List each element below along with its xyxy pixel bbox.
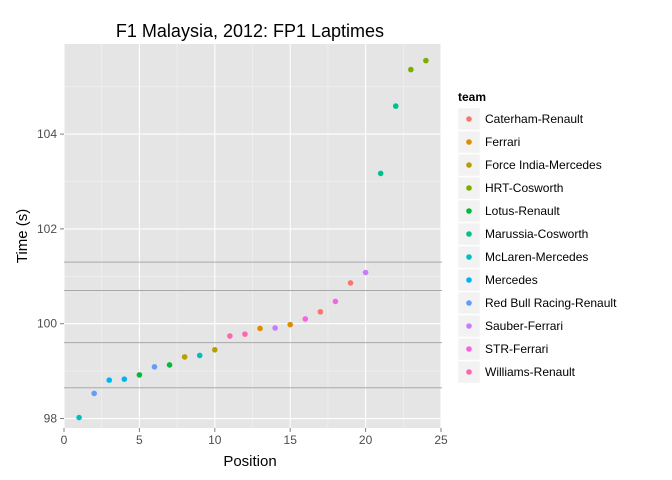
data-point — [392, 103, 399, 109]
legend-label: Sauber-Ferrari — [485, 319, 563, 333]
data-point — [423, 57, 429, 64]
legend-key-point — [466, 162, 472, 168]
data-points — [76, 57, 429, 421]
data-point — [302, 316, 309, 322]
data-point — [106, 377, 113, 383]
legend: team Caterham-Renault Ferrari Force India-… — [457, 90, 617, 384]
y-tick-label: 102 — [37, 222, 57, 236]
x-tick-label: 15 — [284, 433, 298, 447]
data-point — [408, 66, 414, 73]
x-tick-label: 5 — [136, 433, 143, 447]
data-point — [181, 354, 188, 360]
data-point — [332, 298, 339, 305]
data-point — [227, 333, 233, 339]
legend-label: STR-Ferrari — [485, 342, 548, 356]
legend-key-point — [466, 185, 472, 191]
data-point — [121, 376, 128, 382]
legend-label: Lotus-Renault — [485, 204, 560, 218]
legend-key-point — [466, 369, 472, 375]
x-tick-label: 0 — [61, 433, 68, 447]
legend-label: Marussia-Cosworth — [485, 227, 588, 241]
y-axis-ticks: 98 100 102 104 — [37, 127, 64, 426]
minor-gridlines — [64, 44, 441, 428]
x-tick-label: 25 — [434, 433, 448, 447]
data-point — [347, 280, 354, 286]
legend-key-point — [466, 116, 472, 122]
legend-label: HRT-Cosworth — [485, 181, 563, 195]
legend-key-point — [466, 254, 472, 260]
legend-label: Mercedes — [485, 273, 538, 287]
x-tick-label: 20 — [359, 433, 373, 447]
data-point — [91, 390, 97, 397]
y-tick-label: 104 — [37, 127, 57, 141]
x-tick-label: 10 — [208, 433, 222, 447]
legend-key-point — [466, 139, 472, 145]
chart-title: F1 Malaysia, 2012: FP1 Laptimes — [116, 21, 384, 41]
legend-label: Ferrari — [485, 135, 520, 149]
data-point — [287, 321, 294, 328]
reference-lines — [64, 261, 442, 389]
data-point — [257, 325, 263, 332]
data-point — [151, 364, 158, 370]
data-point — [272, 325, 278, 331]
legend-label: McLaren-Mercedes — [485, 250, 588, 264]
data-point — [362, 269, 369, 276]
data-point — [242, 331, 248, 337]
data-point — [317, 309, 324, 315]
data-point — [377, 170, 384, 177]
legend-key-point — [466, 346, 472, 352]
x-axis-title: Position — [223, 453, 276, 470]
legend-label: Williams-Renault — [485, 365, 576, 379]
legend-key-point — [466, 300, 472, 306]
legend-label: Red Bull Racing-Renault — [485, 296, 617, 310]
legend-key-point — [466, 323, 472, 329]
x-axis-ticks: 0 5 10 15 20 25 — [61, 428, 448, 447]
data-point — [166, 362, 173, 368]
legend-key-point — [466, 277, 472, 283]
data-point — [136, 372, 143, 378]
y-tick-label: 98 — [44, 412, 58, 426]
y-tick-label: 100 — [37, 317, 57, 331]
data-point — [76, 414, 82, 421]
major-gridlines — [63, 44, 442, 428]
legend-label: Caterham-Renault — [485, 112, 584, 126]
y-axis-title: Time (s) — [14, 209, 31, 263]
legend-label: Force India-Mercedes — [485, 158, 602, 172]
legend-title: team — [458, 90, 486, 104]
legend-key-point — [466, 208, 472, 214]
data-point — [212, 346, 218, 353]
legend-key-point — [466, 231, 472, 237]
data-point — [196, 352, 203, 359]
